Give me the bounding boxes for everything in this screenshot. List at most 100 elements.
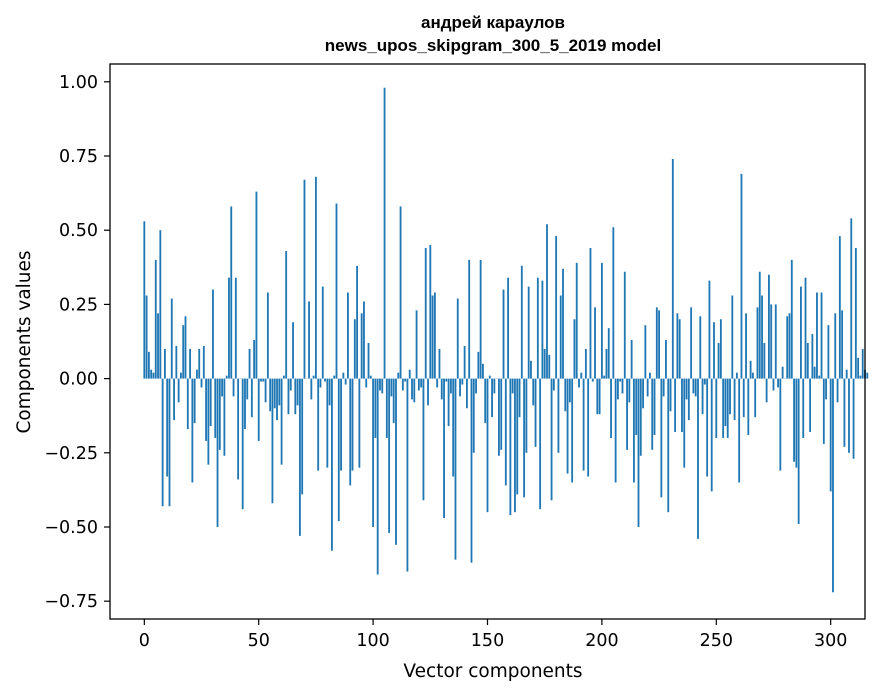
bar-8 <box>161 378 164 507</box>
bar-262 <box>742 378 745 418</box>
bar-85 <box>337 378 340 522</box>
bar-58 <box>276 378 278 421</box>
bar-76 <box>317 378 320 471</box>
bar-10 <box>166 378 169 477</box>
bar-92 <box>353 319 356 379</box>
bar-273 <box>767 274 770 379</box>
bar-72 <box>308 301 310 379</box>
bar-27 <box>205 378 208 441</box>
bar-167 <box>525 378 528 453</box>
bar-207 <box>616 378 619 400</box>
bar-129 <box>438 348 441 379</box>
bar-74 <box>312 375 315 379</box>
bar-307 <box>845 369 848 379</box>
bar-216 <box>637 378 640 527</box>
bar-11 <box>168 378 171 507</box>
bar-93 <box>356 265 359 379</box>
bar-96 <box>363 301 365 379</box>
bar-264 <box>747 378 750 435</box>
bar-200 <box>600 262 603 379</box>
bar-161 <box>511 378 514 394</box>
bar-4 <box>152 372 155 379</box>
bar-97 <box>365 378 368 388</box>
bar-50 <box>257 378 260 441</box>
bar-238 <box>687 378 690 421</box>
bar-135 <box>452 378 455 477</box>
bar-228 <box>665 340 667 379</box>
bar-121 <box>420 378 423 388</box>
bar-94 <box>358 378 361 468</box>
bar-60 <box>280 378 283 465</box>
bar-148 <box>482 363 484 379</box>
bar-29 <box>209 378 212 427</box>
bar-265 <box>749 360 752 379</box>
bar-104 <box>381 378 384 394</box>
bar-28 <box>207 378 210 465</box>
bar-198 <box>596 378 599 415</box>
bar-195 <box>589 248 592 379</box>
bar-30 <box>212 289 214 379</box>
bar-75 <box>314 176 317 379</box>
bar-310 <box>852 378 855 459</box>
bar-172 <box>536 277 539 379</box>
bar-152 <box>491 378 493 418</box>
bar-156 <box>500 378 503 450</box>
bar-186 <box>568 378 571 403</box>
bar-231 <box>671 158 674 379</box>
bar-213 <box>630 340 633 379</box>
bar-79 <box>324 378 326 382</box>
bar-147 <box>479 259 482 379</box>
bar-56 <box>271 378 274 504</box>
bar-39 <box>232 378 235 397</box>
bar-87 <box>342 372 345 379</box>
bar-233 <box>676 313 679 379</box>
bar-158 <box>504 378 507 486</box>
bar-212 <box>628 378 631 403</box>
bar-214 <box>633 378 635 483</box>
bar-199 <box>598 378 601 415</box>
bar-281 <box>786 316 789 379</box>
y-tick-label: 0.75 <box>59 147 98 167</box>
bar-45 <box>246 378 249 400</box>
bar-185 <box>566 378 569 474</box>
bar-189 <box>575 262 578 379</box>
bar-141 <box>465 378 468 409</box>
bar-176 <box>546 224 548 379</box>
bar-51 <box>260 378 262 382</box>
bar-68 <box>298 378 301 536</box>
bar-253 <box>722 378 725 438</box>
bar-251 <box>717 342 720 379</box>
bar-31 <box>214 378 217 438</box>
bar-52 <box>262 378 265 382</box>
bar-108 <box>390 378 393 397</box>
bar-175 <box>543 348 546 379</box>
bar-16 <box>180 372 182 379</box>
bar-177 <box>548 354 551 379</box>
plot-frame <box>109 63 866 620</box>
bar-140 <box>463 345 466 379</box>
bar-178 <box>550 378 553 501</box>
bar-313 <box>859 375 862 379</box>
bar-3 <box>150 369 153 379</box>
bar-286 <box>797 378 800 525</box>
bar-298 <box>825 378 828 400</box>
bar-61 <box>282 375 285 379</box>
bar-137 <box>456 298 459 379</box>
bar-123 <box>424 248 427 379</box>
bar-316 <box>866 372 869 379</box>
bar-256 <box>729 378 731 415</box>
bar-128 <box>436 378 439 388</box>
bar-223 <box>653 378 656 435</box>
bar-282 <box>788 313 791 379</box>
bar-157 <box>502 289 505 379</box>
bar-235 <box>681 378 683 433</box>
bar-37 <box>228 277 230 379</box>
bar-192 <box>582 378 585 471</box>
bar-35 <box>223 378 226 456</box>
bar-191 <box>580 372 583 379</box>
bar-220 <box>646 378 649 397</box>
bar-254 <box>724 378 727 427</box>
bar-239 <box>690 307 693 379</box>
y-tick-label: 0.25 <box>59 295 98 315</box>
bar-173 <box>539 378 542 510</box>
